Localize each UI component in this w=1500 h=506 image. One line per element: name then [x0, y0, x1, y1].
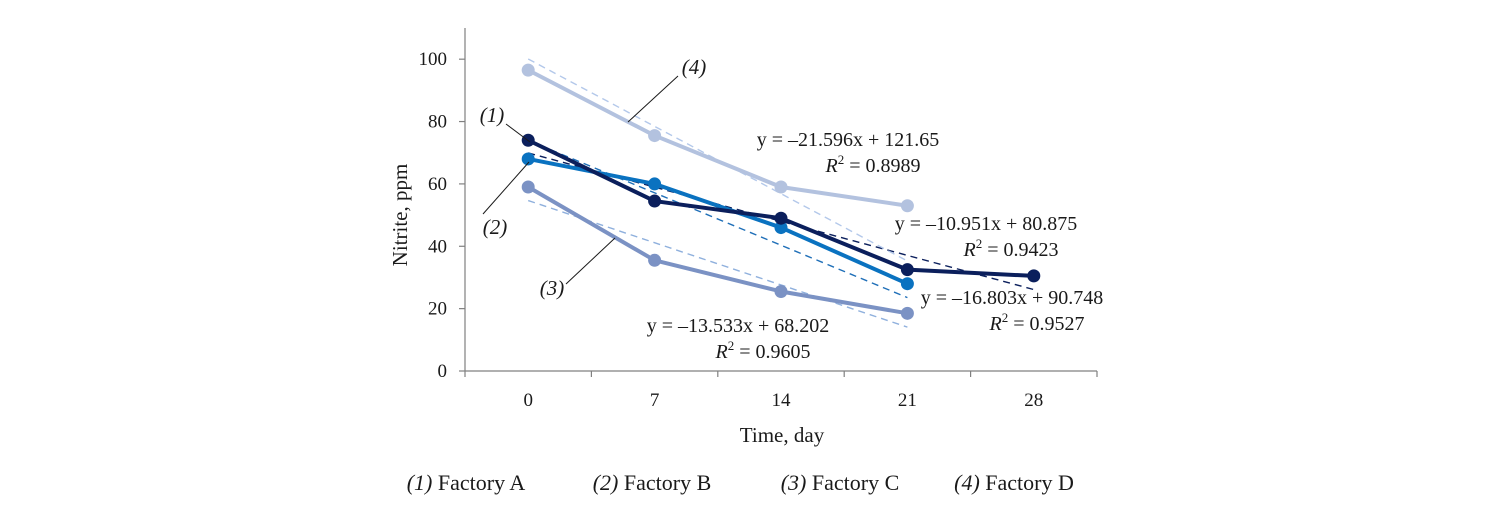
- callout-leader-factory-2: [482, 161, 530, 215]
- data-point-factory-2: [521, 152, 535, 166]
- data-point-factory-2: [900, 277, 914, 291]
- series-callouts: (1) (2) (3) (4): [480, 55, 707, 300]
- legend-item-label: Factory B: [618, 470, 711, 495]
- callout-leader-factory-1: [505, 123, 531, 143]
- data-point-factory-1: [1027, 269, 1041, 283]
- legend-item-number: (4): [954, 470, 980, 495]
- data-point-factory-4: [774, 180, 788, 194]
- callout-label-factory-1: (1): [480, 103, 505, 127]
- data-point-factory-3: [521, 180, 535, 194]
- data-point-factory-2: [774, 221, 788, 235]
- callout-leader-factory-3: [565, 237, 616, 285]
- trend-equation-factory-3: y = –13.533x + 68.202: [647, 315, 830, 337]
- legend-item-factory-3: (3) Factory C: [781, 470, 900, 495]
- y-tick-label: 0: [438, 361, 448, 382]
- trend-equation-factory-2: y = –16.803x + 90.748: [921, 287, 1104, 309]
- r-squared-factory-4: R2 = 0.8989: [825, 152, 921, 177]
- r-squared-factory-1: R2 = 0.9423: [963, 236, 1059, 261]
- data-point-factory-4: [521, 63, 535, 77]
- data-point-factory-1: [648, 194, 662, 208]
- x-tick-label: 7: [650, 390, 660, 411]
- axes: 0 20 40 60 80 100 0 7 14 21 28: [419, 28, 1098, 411]
- r-squared-factory-2: R2 = 0.9527: [989, 310, 1085, 335]
- data-point-factory-2: [648, 177, 662, 191]
- callout-label-factory-2: (2): [483, 215, 508, 239]
- legend-item-label: Factory D: [980, 470, 1074, 495]
- data-point-factory-3: [774, 284, 788, 298]
- data-point-factory-4: [900, 199, 914, 213]
- callout-label-factory-3: (3): [540, 276, 565, 300]
- data-point-factory-1: [900, 263, 914, 277]
- legend-item-factory-1: (1) Factory A: [407, 470, 526, 495]
- series-line-factory-4: [527, 68, 908, 208]
- legend-item-number: (3): [781, 470, 807, 495]
- legend-item-factory-4: (4) Factory D: [954, 470, 1074, 495]
- series-line-factory-3: [527, 185, 908, 316]
- data-point-factory-3: [648, 253, 662, 267]
- legend-item-label: Factory A: [432, 470, 525, 495]
- callout-leader-factory-4: [627, 75, 679, 123]
- x-tick-label: 28: [1024, 390, 1043, 411]
- trendline-factory-2: [527, 139, 908, 299]
- y-tick-label: 100: [419, 49, 448, 70]
- legend-item-label: Factory C: [806, 470, 899, 495]
- x-tick-label: 21: [898, 390, 917, 411]
- legend: (1) Factory A (2) Factory B (3) Factory C(…: [407, 470, 1074, 495]
- y-tick-label: 40: [428, 236, 447, 257]
- data-point-factory-1: [774, 211, 788, 225]
- legend-item-number: (2): [593, 470, 619, 495]
- y-tick-label: 20: [428, 299, 447, 320]
- x-tick-label: 0: [523, 390, 533, 411]
- y-tick-label: 80: [428, 112, 447, 133]
- x-tick-label: 14: [772, 390, 792, 411]
- legend-item-number: (1): [407, 470, 433, 495]
- trend-equation-factory-1: y = –10.951x + 80.875: [895, 213, 1078, 235]
- callout-label-factory-4: (4): [682, 55, 707, 79]
- y-axis-title: Nitrite, ppm: [388, 164, 412, 267]
- series-line-factory-1: [527, 138, 1034, 278]
- data-point-factory-3: [900, 306, 914, 320]
- legend-item-factory-2: (2) Factory B: [593, 470, 712, 495]
- y-tick-label: 60: [428, 174, 447, 195]
- data-series: [521, 63, 1041, 320]
- data-point-factory-4: [648, 129, 662, 143]
- r-squared-factory-3: R2 = 0.9605: [715, 338, 811, 363]
- x-axis-title: Time, day: [740, 423, 825, 447]
- trend-equation-factory-4: y = –21.596x + 121.65: [757, 129, 940, 151]
